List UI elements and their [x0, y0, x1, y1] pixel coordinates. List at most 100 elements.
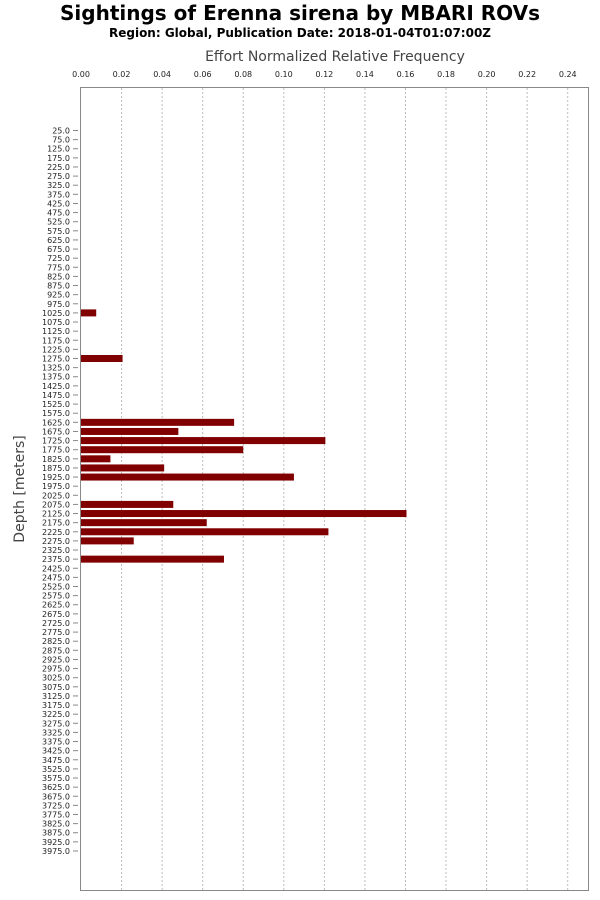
y-tick-label: 2325.0: [42, 546, 70, 555]
y-tick-label: 3225.0: [42, 710, 70, 719]
bar: [81, 519, 207, 527]
x-tick-label: 0.00: [72, 70, 90, 79]
y-tick-label: 3325.0: [42, 728, 70, 737]
y-tick-label: 575.0: [47, 227, 70, 236]
y-tick-label: 425.0: [47, 199, 70, 208]
y-tick-label: 1175.0: [42, 336, 70, 345]
y-tick-label: 3675.0: [42, 792, 70, 801]
y-tick-label: 1275.0: [42, 355, 70, 364]
y-tick-label: 625.0: [47, 236, 70, 245]
y-tick-label: 3125.0: [42, 692, 70, 701]
y-tick-label: 3575.0: [42, 774, 70, 783]
y-tick-label: 1425.0: [42, 382, 70, 391]
y-tick-label: 1875.0: [42, 464, 70, 473]
y-axis-label: Depth [meters]: [12, 435, 28, 542]
y-tick-label: 3375.0: [42, 738, 70, 747]
y-tick-label: 975.0: [47, 300, 70, 309]
y-tick-label: 1975.0: [42, 482, 70, 491]
bar: [81, 528, 329, 536]
y-tick-label: 2175.0: [42, 519, 70, 528]
y-tick-label: 875.0: [47, 282, 70, 291]
y-tick-label: 2375.0: [42, 555, 70, 564]
y-tick-label: 2225.0: [42, 528, 70, 537]
y-tick-label: 3875.0: [42, 829, 70, 838]
grid-lines: [121, 88, 569, 890]
y-tick-label: 3975.0: [42, 847, 70, 856]
y-tick-label: 2625.0: [42, 601, 70, 610]
y-tick-label: 1225.0: [42, 345, 70, 354]
y-tick-label: 1775.0: [42, 446, 70, 455]
y-tick-label: 3725.0: [42, 801, 70, 810]
bar: [81, 309, 97, 317]
y-tick-label: 825.0: [47, 272, 70, 281]
y-tick-label: 2925.0: [42, 655, 70, 664]
y-tick-label: 1475.0: [42, 391, 70, 400]
y-tick-label: 1825.0: [42, 455, 70, 464]
x-tick-label: 0.20: [478, 70, 496, 79]
y-tick-label: 275.0: [47, 172, 70, 181]
x-tick-labels: 0.00 0.02 0.04 0.06 0.08 0.10 0.12 0.14 0.16 0.18…: [72, 70, 577, 79]
y-tick-label: 2125.0: [42, 510, 70, 519]
y-tick-label: 525.0: [47, 218, 70, 227]
bar: [81, 455, 111, 463]
x-axis-label: Effort Normalized Relative Frequency: [205, 49, 465, 65]
y-tick-label: 1075.0: [42, 318, 70, 327]
y-tick-label: 675.0: [47, 245, 70, 254]
y-tick-label: 3775.0: [42, 811, 70, 820]
y-tick-label: 325.0: [47, 181, 70, 190]
y-tick-label: 1375.0: [42, 373, 70, 382]
bar: [81, 500, 174, 508]
y-tick-label: 25.0: [52, 127, 70, 136]
y-tick-label: 1675.0: [42, 427, 70, 436]
y-tick-label: 2075.0: [42, 500, 70, 509]
bars: [81, 309, 407, 563]
y-tick-label: 2825.0: [42, 637, 70, 646]
y-tick-label: 1525.0: [42, 400, 70, 409]
y-tick-label: 3475.0: [42, 756, 70, 765]
y-tick-label: 2425.0: [42, 564, 70, 573]
bar: [81, 473, 294, 481]
x-tick-label: 0.16: [397, 70, 415, 79]
bar: [81, 555, 224, 563]
y-tick-labels: 25.075.0125.0175.0225.0275.0325.0375.042…: [42, 127, 78, 856]
x-tick-label: 0.06: [194, 70, 212, 79]
y-tick-label: 775.0: [47, 263, 70, 272]
x-tick-label: 0.24: [559, 70, 577, 79]
y-tick-label: 3525.0: [42, 765, 70, 774]
y-tick-label: 2775.0: [42, 628, 70, 637]
bar: [81, 437, 326, 445]
y-tick-label: 1025.0: [42, 309, 70, 318]
bar: [81, 418, 235, 426]
y-tick-label: 3025.0: [42, 674, 70, 683]
y-tick-label: 1325.0: [42, 364, 70, 373]
y-tick-label: 375.0: [47, 190, 70, 199]
x-tick-label: 0.14: [356, 70, 374, 79]
y-tick-label: 3175.0: [42, 701, 70, 710]
x-tick-label: 0.08: [234, 70, 252, 79]
y-tick-label: 1925.0: [42, 473, 70, 482]
y-tick-label: 3425.0: [42, 747, 70, 756]
y-tick-label: 3625.0: [42, 783, 70, 792]
x-tick-label: 0.22: [518, 70, 536, 79]
y-tick-label: 1725.0: [42, 437, 70, 446]
y-tick-label: 1575.0: [42, 409, 70, 418]
y-tick-label: 3275.0: [42, 719, 70, 728]
y-tick-label: 475.0: [47, 209, 70, 218]
y-tick-label: 2525.0: [42, 583, 70, 592]
plot-area-border: [80, 87, 589, 891]
chart-title: Sightings of Erenna sirena by MBARI ROVs: [60, 1, 540, 25]
y-tick-label: 3075.0: [42, 683, 70, 692]
y-tick-label: 2875.0: [42, 646, 70, 655]
y-tick-label: 1625.0: [42, 418, 70, 427]
x-tick-label: 0.12: [315, 70, 333, 79]
y-tick-label: 225.0: [47, 163, 70, 172]
y-tick-label: 75.0: [52, 136, 70, 145]
y-tick-label: 1125.0: [42, 327, 70, 336]
y-tick-label: 3925.0: [42, 838, 70, 847]
y-tick-label: 2025.0: [42, 491, 70, 500]
bar: [81, 355, 123, 362]
y-tick-label: 3825.0: [42, 820, 70, 829]
y-tick-label: 925.0: [47, 291, 70, 300]
bar: [81, 537, 134, 545]
